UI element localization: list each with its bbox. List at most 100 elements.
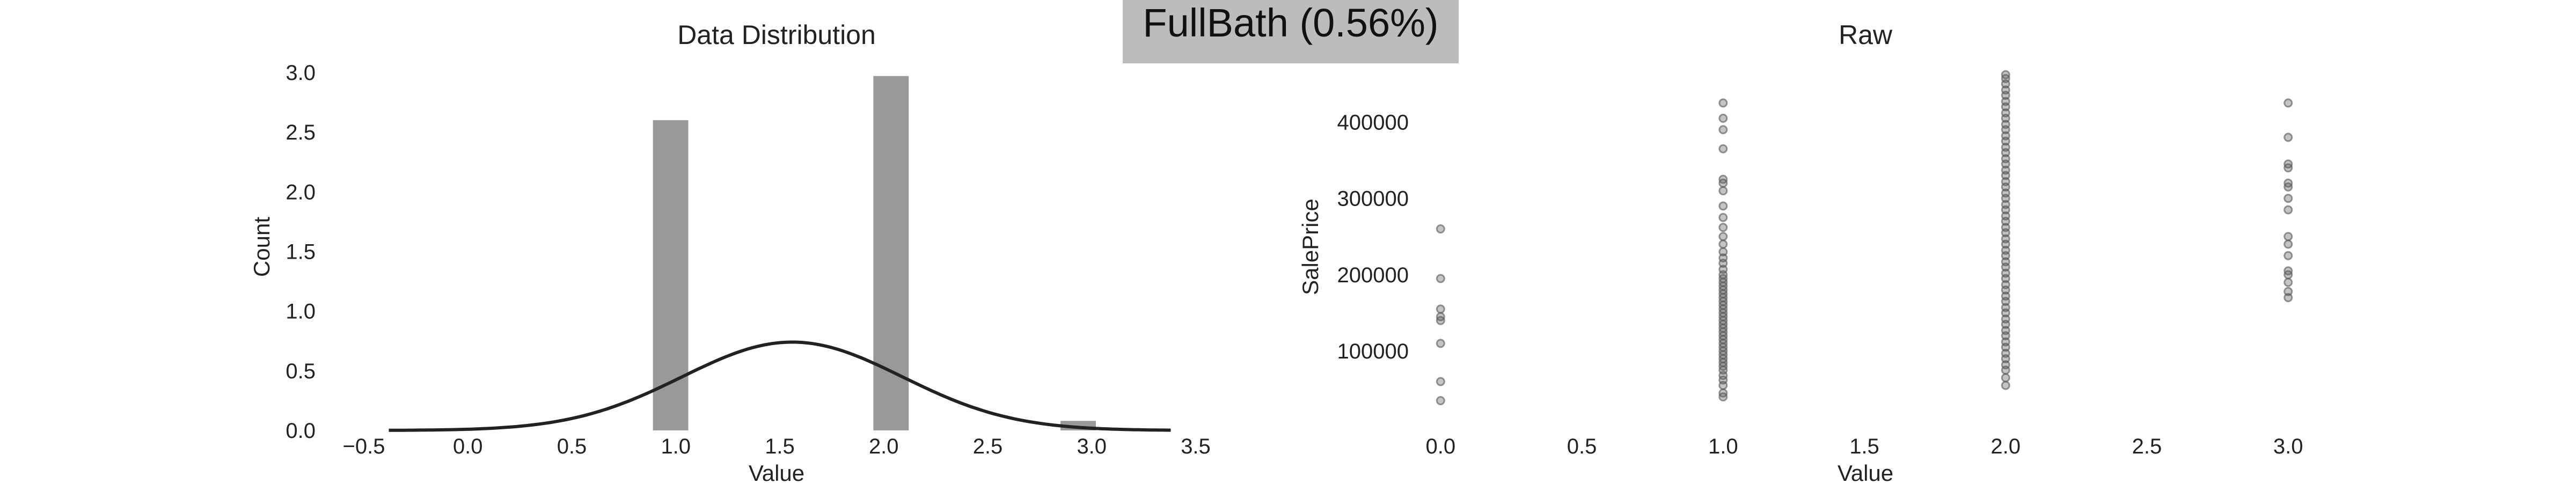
distribution-x-ticks: −0.5 0.0 0.5 1.0 1.5 2.0 2.5 3.0 3.5 bbox=[343, 435, 1211, 458]
scatter-point bbox=[2284, 205, 2293, 215]
scatter-point bbox=[1718, 232, 1728, 241]
scatter-point bbox=[2001, 280, 2010, 289]
scatter-point bbox=[2001, 120, 2010, 129]
scatter-point bbox=[2284, 159, 2293, 169]
scatter-point bbox=[1718, 253, 1728, 263]
scatter-point bbox=[2284, 266, 2293, 276]
distribution-x-tick-label: 3.5 bbox=[1181, 435, 1211, 458]
distribution-title: Data Distribution bbox=[677, 20, 876, 50]
scatter-point bbox=[1718, 174, 1728, 184]
raw-y-tick-label: 200000 bbox=[1337, 264, 1409, 287]
scatter-point bbox=[2001, 70, 2010, 79]
scatter-point bbox=[2284, 287, 2293, 296]
scatter-point bbox=[1718, 388, 1728, 398]
raw-y-ticks: 100000 200000 300000 400000 bbox=[1337, 111, 1409, 363]
distribution-x-tick-label: 3.0 bbox=[1077, 435, 1107, 458]
distribution-y-tick-label: 2.0 bbox=[286, 180, 316, 204]
scatter-point bbox=[2001, 245, 2010, 255]
scatter-point bbox=[1718, 113, 1728, 123]
raw-x-tick-label: 2.5 bbox=[2132, 435, 2162, 458]
scatter-point bbox=[2284, 251, 2293, 260]
distribution-y-tick-label: 2.5 bbox=[286, 121, 316, 144]
distribution-y-tick-label: 0.0 bbox=[286, 419, 316, 443]
scatter-point bbox=[2001, 348, 2010, 358]
scatter-point bbox=[1718, 265, 1728, 274]
distribution-x-tick-label: 0.0 bbox=[453, 435, 483, 458]
scatter-point bbox=[2001, 131, 2010, 141]
scatter-point bbox=[2284, 277, 2293, 287]
scatter-point bbox=[1436, 377, 1445, 386]
scatter-point bbox=[2001, 200, 2010, 209]
scatter-point bbox=[2001, 303, 2010, 312]
scatter-point bbox=[1718, 213, 1728, 222]
distribution-y-tick-label: 3.0 bbox=[286, 61, 316, 85]
raw-x-tick-label: 0.0 bbox=[1426, 435, 1456, 458]
scatter-point bbox=[2284, 239, 2293, 249]
scatter-point bbox=[2284, 232, 2293, 241]
scatter-point bbox=[2001, 97, 2010, 106]
raw-xlabel: Value bbox=[1838, 460, 1893, 483]
scatter-point bbox=[2001, 360, 2010, 370]
distribution-x-tick-label: 2.5 bbox=[973, 435, 1003, 458]
raw-y-tick-label: 400000 bbox=[1337, 111, 1409, 134]
scatter-point bbox=[1436, 274, 1445, 283]
scatter-point bbox=[2001, 142, 2010, 152]
scatter-point bbox=[1718, 247, 1728, 257]
scatter-point bbox=[2001, 234, 2010, 244]
scatter-point bbox=[2001, 380, 2010, 390]
scatter-point bbox=[2284, 133, 2293, 142]
distribution-y-ticks: 0.0 0.5 1.0 1.5 2.0 2.5 3.0 bbox=[286, 61, 316, 443]
raw-ylabel: SalePrice bbox=[1298, 199, 1323, 295]
scatter-point bbox=[1436, 224, 1445, 234]
scatter-point bbox=[2001, 373, 2010, 383]
raw-x-tick-label: 1.0 bbox=[1708, 435, 1738, 458]
scatter-point bbox=[2001, 268, 2010, 278]
scatter-point bbox=[2001, 177, 2010, 186]
raw-title: Raw bbox=[1839, 20, 1893, 50]
scatter-point bbox=[2001, 314, 2010, 324]
distribution-ylabel: Count bbox=[249, 217, 274, 277]
scatter-point bbox=[2001, 291, 2010, 301]
scatter-point bbox=[1436, 304, 1445, 314]
scatter-point bbox=[1718, 144, 1728, 153]
scatter-point bbox=[1436, 339, 1445, 348]
scatter-point bbox=[2001, 326, 2010, 335]
distribution-bars bbox=[653, 76, 1096, 431]
suptitle-background bbox=[1123, 0, 1459, 63]
raw-y-tick-label: 300000 bbox=[1337, 187, 1409, 211]
scatter-point bbox=[1436, 312, 1445, 321]
scatter-point bbox=[1718, 239, 1728, 249]
distribution-y-tick-label: 1.5 bbox=[286, 240, 316, 264]
raw-panel: Raw Value SalePrice 0.0 0.5 1.0 1.5 2.0 2.5 3.… bbox=[1298, 20, 2303, 483]
scatter-point bbox=[2001, 108, 2010, 118]
scatter-point bbox=[2284, 293, 2293, 303]
scatter-point bbox=[1718, 125, 1728, 135]
scatter-point bbox=[2001, 85, 2010, 95]
raw-x-tick-label: 2.0 bbox=[1990, 435, 2021, 458]
distribution-xlabel: Value bbox=[749, 460, 804, 483]
raw-y-tick-label: 100000 bbox=[1337, 340, 1409, 363]
distribution-x-tick-label: 1.0 bbox=[661, 435, 691, 458]
scatter-point bbox=[1718, 201, 1728, 211]
distribution-x-tick-label: 2.0 bbox=[869, 435, 899, 458]
raw-x-tick-label: 0.5 bbox=[1567, 435, 1597, 458]
scatter-point bbox=[2001, 154, 2010, 164]
distribution-panel: Data Distribution Value Count −0.5 0.0 0.5… bbox=[249, 20, 1211, 483]
scatter-point bbox=[2001, 211, 2010, 221]
scatter-point bbox=[1718, 98, 1728, 108]
scatter-point bbox=[2001, 257, 2010, 267]
histogram-bar-0 bbox=[653, 120, 689, 430]
distribution-kde-line bbox=[389, 340, 1171, 432]
raw-x-ticks: 0.0 0.5 1.0 1.5 2.0 2.5 3.0 bbox=[1426, 435, 2303, 458]
figure-suptitle: FullBath (0.56%) bbox=[1143, 1, 1438, 45]
raw-x-tick-label: 1.5 bbox=[1849, 435, 1879, 458]
scatter-point bbox=[1436, 396, 1445, 406]
scatter-point bbox=[2284, 178, 2293, 188]
scatter-point bbox=[2001, 165, 2010, 175]
scatter-point bbox=[2001, 188, 2010, 198]
scatter-point bbox=[2001, 337, 2010, 347]
scatter-point bbox=[2001, 223, 2010, 232]
scatter-point bbox=[2284, 98, 2293, 108]
distribution-x-tick-label: 0.5 bbox=[557, 435, 587, 458]
